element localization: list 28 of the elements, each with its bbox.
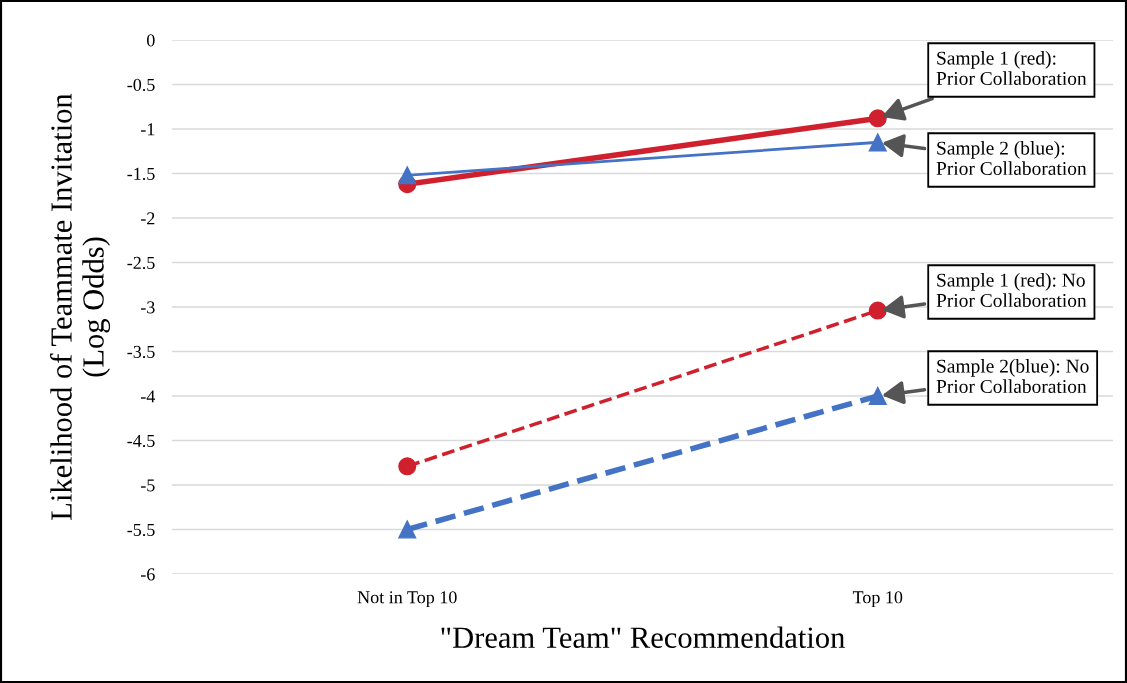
- annotation: Sample 2(blue): No Prior Collaboration: [936, 359, 1089, 394]
- y-tick-label: -3: [140, 301, 155, 314]
- y-tick-label: -3.5: [127, 345, 155, 359]
- y-tick-label: -5.5: [127, 523, 155, 537]
- y-tick-label: -4: [140, 390, 156, 403]
- x-tick-label: Not in Top 10: [357, 591, 457, 608]
- annotation: Sample 1 (red): No Prior Collaboration: [936, 273, 1087, 308]
- x-tick-label: Top 10: [852, 591, 903, 608]
- point: [398, 166, 417, 185]
- y-axis-title: Likelihood of Teammate Invitation (Log Odds): [50, 93, 111, 520]
- point: [868, 386, 887, 406]
- point: [868, 301, 887, 320]
- y-tick-label: -0.5: [127, 78, 155, 92]
- y-tick-label: -6: [140, 568, 155, 581]
- point: [868, 133, 887, 152]
- annotation: Sample 2 (blue): Prior Collaboration: [936, 141, 1087, 176]
- y-tick-label: -4.5: [127, 434, 155, 448]
- x-axis-title: "Dream Team" Recommendation: [441, 626, 845, 648]
- y-tick-label: -1: [140, 123, 155, 136]
- point: [398, 457, 417, 476]
- y-tick-label: -1.5: [127, 167, 155, 181]
- annotation: Sample 1 (red): Prior Collaboration: [936, 51, 1087, 86]
- y-tick-label: -5: [140, 479, 155, 492]
- y-tick-label: 0: [146, 34, 155, 47]
- y-tick-label: -2.5: [127, 256, 155, 270]
- point: [398, 520, 417, 539]
- point: [868, 109, 887, 128]
- y-tick-label: -2: [140, 212, 155, 225]
